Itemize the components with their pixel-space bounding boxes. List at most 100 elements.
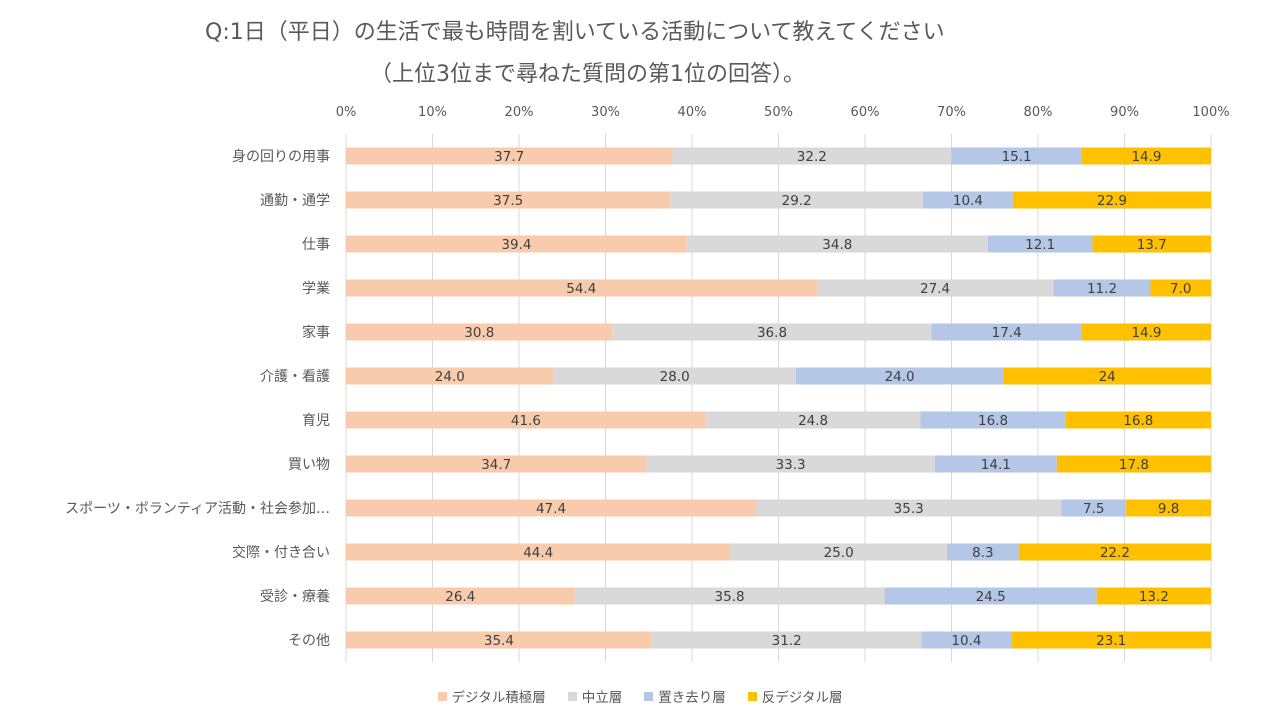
bar-segment xyxy=(1061,499,1127,517)
data-label: 23.1 xyxy=(1096,633,1126,649)
category-label: 身の回りの用事 xyxy=(232,149,330,165)
bar-segment xyxy=(951,147,1082,165)
bar-segment xyxy=(1056,455,1211,473)
legend-label: 中立層 xyxy=(581,690,623,706)
x-axis-ticks: 0% 10% 20% 30% 40% 50% 60% 70% 80% 90% 100% xyxy=(336,105,1230,120)
data-label: 26.4 xyxy=(445,589,475,605)
data-label: 25.0 xyxy=(824,545,854,561)
category-label: 交際・付き合い xyxy=(232,544,330,561)
x-tick-label: 40% xyxy=(678,105,707,120)
chart-title-line-2: （上位3位まで尋ねた質問の第1位の回答）。 xyxy=(370,62,805,87)
data-label: 11.2 xyxy=(1087,281,1117,297)
bar-segment xyxy=(1092,235,1211,253)
data-label: 37.7 xyxy=(494,149,524,165)
legend-swatch xyxy=(644,691,654,701)
data-label: 16.8 xyxy=(978,413,1008,429)
bar-segment xyxy=(1065,411,1211,429)
bar-segment xyxy=(646,455,935,473)
category-axis: 身の回りの用事通勤・通学仕事学業家事介護・看護育児買い物スポーツ・ボランティア活… xyxy=(65,149,330,649)
category-label: 仕事 xyxy=(302,237,330,253)
category-label: 育児 xyxy=(302,413,330,429)
x-tick-label: 50% xyxy=(764,105,793,120)
bar-segment xyxy=(816,279,1054,297)
bar-segment xyxy=(346,587,575,605)
x-tick-label: 60% xyxy=(851,105,880,120)
x-tick-label: 30% xyxy=(591,105,620,120)
bar-segment xyxy=(1011,631,1211,649)
legend-item: デジタル積極層 xyxy=(437,686,546,706)
legend-label: 置き去り層 xyxy=(658,690,726,706)
data-label: 16.8 xyxy=(1123,413,1153,429)
data-label: 14.1 xyxy=(981,457,1011,473)
data-label: 7.0 xyxy=(1170,281,1191,297)
bar-segment xyxy=(1126,499,1211,517)
bar-row: 24.0 28.0 24.0 24 xyxy=(346,367,1211,385)
bar-segment xyxy=(946,543,1019,561)
bar-segment xyxy=(346,147,673,165)
bar-segment xyxy=(922,191,1013,209)
data-label: 13.7 xyxy=(1137,237,1167,253)
data-label: 39.4 xyxy=(501,237,531,253)
bar-segment xyxy=(1150,279,1211,297)
bar-segment xyxy=(651,631,922,649)
bar-segment xyxy=(346,631,652,649)
data-label: 29.2 xyxy=(782,193,812,209)
category-label: 買い物 xyxy=(288,457,330,473)
legend: デジタル積極層 中立層 置き去り層 反デジタル層 xyxy=(0,686,1280,706)
bar-segment xyxy=(730,543,947,561)
bar-segment xyxy=(670,191,923,209)
data-label: 28.0 xyxy=(660,369,690,385)
bar-segment xyxy=(795,367,1004,385)
data-label: 14.9 xyxy=(1131,149,1161,165)
x-tick-label: 20% xyxy=(505,105,534,120)
data-label: 54.4 xyxy=(566,281,596,297)
bar-row: 41.6 24.8 16.8 16.8 xyxy=(346,411,1211,429)
bar-row: 34.7 33.3 14.1 17.8 xyxy=(346,455,1211,473)
bar-row: 39.4 34.8 12.1 13.7 xyxy=(346,235,1211,253)
category-label: 通勤・通学 xyxy=(260,193,330,209)
category-label: 受診・療養 xyxy=(260,588,330,605)
bar-row: 35.4 31.2 10.4 23.1 xyxy=(346,631,1211,649)
x-tick-label: 80% xyxy=(1024,105,1053,120)
bar-row: 44.4 25.0 8.3 22.2 xyxy=(346,543,1211,561)
x-tick-label: 0% xyxy=(336,105,357,120)
data-label: 35.8 xyxy=(715,589,745,605)
legend-swatch xyxy=(747,691,757,701)
bar-row: 37.7 32.2 15.1 14.9 xyxy=(346,147,1211,165)
bar-segment xyxy=(920,411,1066,429)
data-label: 17.8 xyxy=(1119,457,1149,473)
bar-row: 30.8 36.8 17.4 14.9 xyxy=(346,323,1211,341)
legend-item: 中立層 xyxy=(567,686,623,706)
data-label: 30.8 xyxy=(464,325,494,341)
data-label: 15.1 xyxy=(1002,149,1032,165)
bar-segment xyxy=(987,235,1093,253)
bar-row: 26.4 35.8 24.5 13.2 xyxy=(346,587,1211,605)
bar-row: 54.4 27.4 11.2 7.0 xyxy=(346,279,1211,297)
data-label: 22.2 xyxy=(1100,545,1130,561)
bar-segment xyxy=(1018,543,1211,561)
data-label: 10.4 xyxy=(953,193,983,209)
bar-layer: 37.7 32.2 15.1 14.9 37.5 29.2 10.4 22.9 39.4 34.8… xyxy=(346,147,1211,649)
x-tick-label: 100% xyxy=(1192,105,1229,120)
data-label: 24.0 xyxy=(885,369,915,385)
bar-segment xyxy=(346,279,817,297)
data-label: 41.6 xyxy=(511,413,541,429)
data-label: 24.0 xyxy=(435,369,465,385)
bar-row: 37.5 29.2 10.4 22.9 xyxy=(346,191,1211,209)
bar-segment xyxy=(931,323,1082,341)
data-label: 33.3 xyxy=(776,457,806,473)
data-label: 37.5 xyxy=(493,193,523,209)
x-tick-label: 90% xyxy=(1110,105,1139,120)
legend-swatch xyxy=(437,691,447,701)
data-label: 27.4 xyxy=(920,281,950,297)
legend-label: デジタル積極層 xyxy=(451,690,546,706)
bar-segment xyxy=(346,455,647,473)
bar-segment xyxy=(574,587,885,605)
bar-row: 47.4 35.3 7.5 9.8 xyxy=(346,499,1211,517)
data-label: 34.8 xyxy=(822,237,852,253)
data-label: 13.2 xyxy=(1139,589,1169,605)
bar-segment xyxy=(346,235,687,253)
x-tick-label: 70% xyxy=(937,105,966,120)
data-label: 47.4 xyxy=(536,501,566,517)
